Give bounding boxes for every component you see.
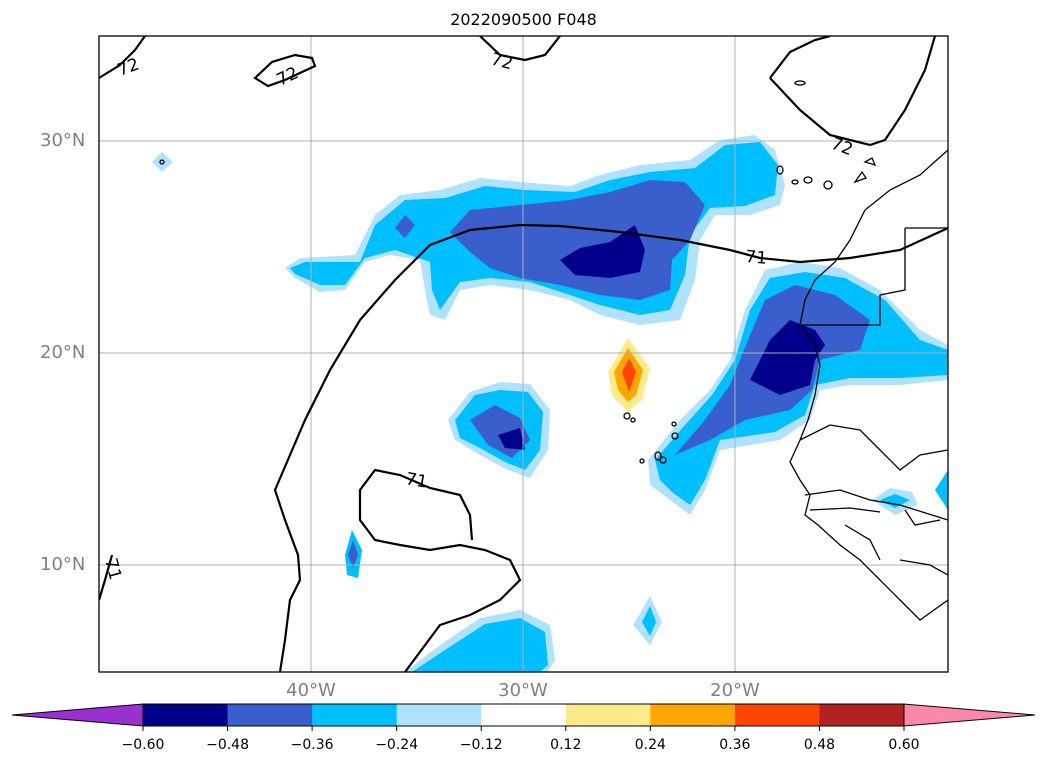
islands (159, 80, 877, 464)
map-frame (98, 35, 949, 673)
contour-labels: 72 72 72 72 71 71 71 (100, 50, 855, 583)
shaded-field-north-band (285, 135, 785, 325)
colorbar-segment (734, 704, 820, 726)
colorbar-tick-label: −0.36 (290, 737, 334, 753)
colorbar-tick-label: −0.12 (459, 737, 503, 753)
colorbar-tick-label: −0.60 (121, 737, 165, 753)
light-blue-region (152, 152, 173, 172)
height-contours (99, 36, 948, 672)
blue-region (935, 470, 948, 510)
positive-anomaly-cell (608, 338, 650, 412)
blue-region (412, 618, 548, 672)
shaded-field-central (448, 382, 550, 478)
graticule (99, 36, 948, 672)
contour-label: 72 (489, 50, 515, 75)
colorbar-segment (650, 704, 736, 726)
blue-region (880, 494, 910, 508)
coastlines (789, 149, 948, 621)
colorbar-segment (481, 704, 567, 726)
mid-blue-region (450, 180, 705, 300)
lat-label-10n: 10°N (40, 554, 86, 575)
colorbar-segment (227, 704, 313, 726)
colorbar-tick-label: 0.12 (550, 737, 582, 753)
colorbar-segment (396, 704, 482, 726)
colorbar-tick-label: 0.24 (634, 737, 666, 753)
lon-label-40w: 40°W (286, 680, 336, 701)
colorbar-segment (565, 704, 651, 726)
dark-blue-region (560, 225, 645, 278)
mid-blue-region (395, 215, 415, 238)
dark-blue-region (498, 428, 525, 450)
contour-label: 71 (745, 247, 768, 269)
colorbar-tick-label: 0.48 (803, 737, 836, 753)
colorbar-extend-low (11, 703, 144, 727)
contour-label: 72 (115, 55, 142, 81)
colorbar-tick-label: −0.24 (375, 737, 419, 753)
colorbar-extend-high (903, 703, 1036, 727)
colorbar-tick-label: 0.60 (888, 737, 920, 753)
colorbar-segment (312, 704, 398, 726)
mid-blue-region (348, 540, 358, 568)
contour-label: 72 (274, 63, 302, 90)
colorbar (11, 703, 1036, 731)
shaded-field-south (405, 610, 555, 672)
lon-label-30w: 30°W (498, 680, 548, 701)
contour-label: 72 (828, 134, 855, 160)
contour-label: 71 (404, 469, 429, 492)
map-title: 2022090500 F048 (450, 10, 597, 29)
map-plot-area: 72 72 72 72 71 71 71 (99, 36, 948, 672)
lon-label-20w: 20°W (710, 680, 760, 701)
lat-label-30n: 30°N (40, 130, 86, 151)
dark-blue-region (750, 320, 825, 395)
colorbar-segment (819, 704, 905, 726)
colorbar-tick-label: 0.36 (719, 737, 751, 753)
colorbar-tick-label: −0.48 (206, 737, 249, 753)
red-orange-region (622, 358, 636, 392)
colorbar-outline (142, 703, 905, 727)
contour-label: 71 (100, 556, 125, 582)
colorbar-segment (143, 704, 229, 726)
lat-label-20n: 20°N (40, 342, 86, 363)
blue-region (642, 606, 656, 636)
